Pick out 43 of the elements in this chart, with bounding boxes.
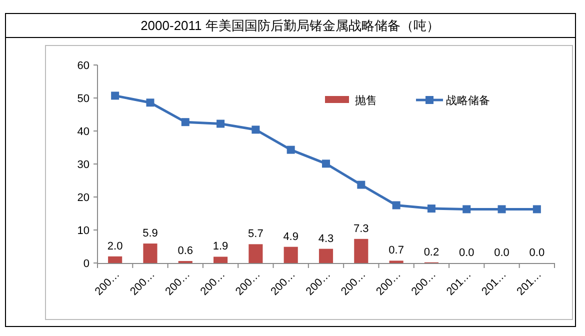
legend-label: 抛售 — [355, 94, 377, 107]
data-label: 5.9 — [142, 228, 158, 240]
point — [146, 98, 154, 107]
bar — [354, 238, 368, 263]
point — [322, 160, 330, 168]
point — [427, 204, 436, 213]
y-tick-label: 30 — [77, 159, 90, 171]
y-tick-label: 20 — [77, 192, 90, 204]
legend-label: 战略储备 — [446, 95, 490, 107]
data-label: 0.7 — [388, 244, 404, 257]
point — [498, 205, 506, 214]
point — [181, 118, 190, 126]
bar — [284, 246, 298, 263]
data-label: 0.6 — [178, 245, 194, 258]
bar — [214, 256, 228, 263]
bar — [248, 244, 263, 263]
point — [252, 126, 260, 134]
data-label: 4.9 — [283, 230, 298, 243]
y-tick-label: 60 — [77, 60, 90, 72]
data-label: 0.2 — [424, 246, 440, 258]
y-tick-label: 50 — [77, 93, 90, 105]
point — [357, 180, 366, 189]
point — [111, 92, 120, 100]
data-label: 0.0 — [529, 247, 545, 259]
point — [392, 201, 400, 210]
data-label: 2.0 — [107, 240, 123, 252]
data-label: 4.3 — [318, 232, 334, 245]
point — [532, 205, 541, 214]
bar — [143, 244, 158, 263]
y-tick-label: 40 — [77, 126, 90, 138]
data-label: 7.3 — [354, 222, 369, 235]
y-tick-label: 0 — [83, 258, 90, 270]
chart-title: 2000-2011 年美国国防后勤局锗金属战略储备（吨） — [140, 18, 440, 33]
y-tick-label: 10 — [77, 225, 90, 237]
data-label: 0.0 — [458, 247, 474, 259]
point — [216, 120, 225, 128]
data-label: 0.0 — [494, 247, 510, 259]
data-label: 5.7 — [248, 228, 264, 240]
point — [462, 205, 471, 214]
bar — [108, 256, 122, 263]
point — [286, 146, 295, 154]
bar — [318, 248, 334, 263]
data-label: 1.9 — [212, 240, 228, 253]
